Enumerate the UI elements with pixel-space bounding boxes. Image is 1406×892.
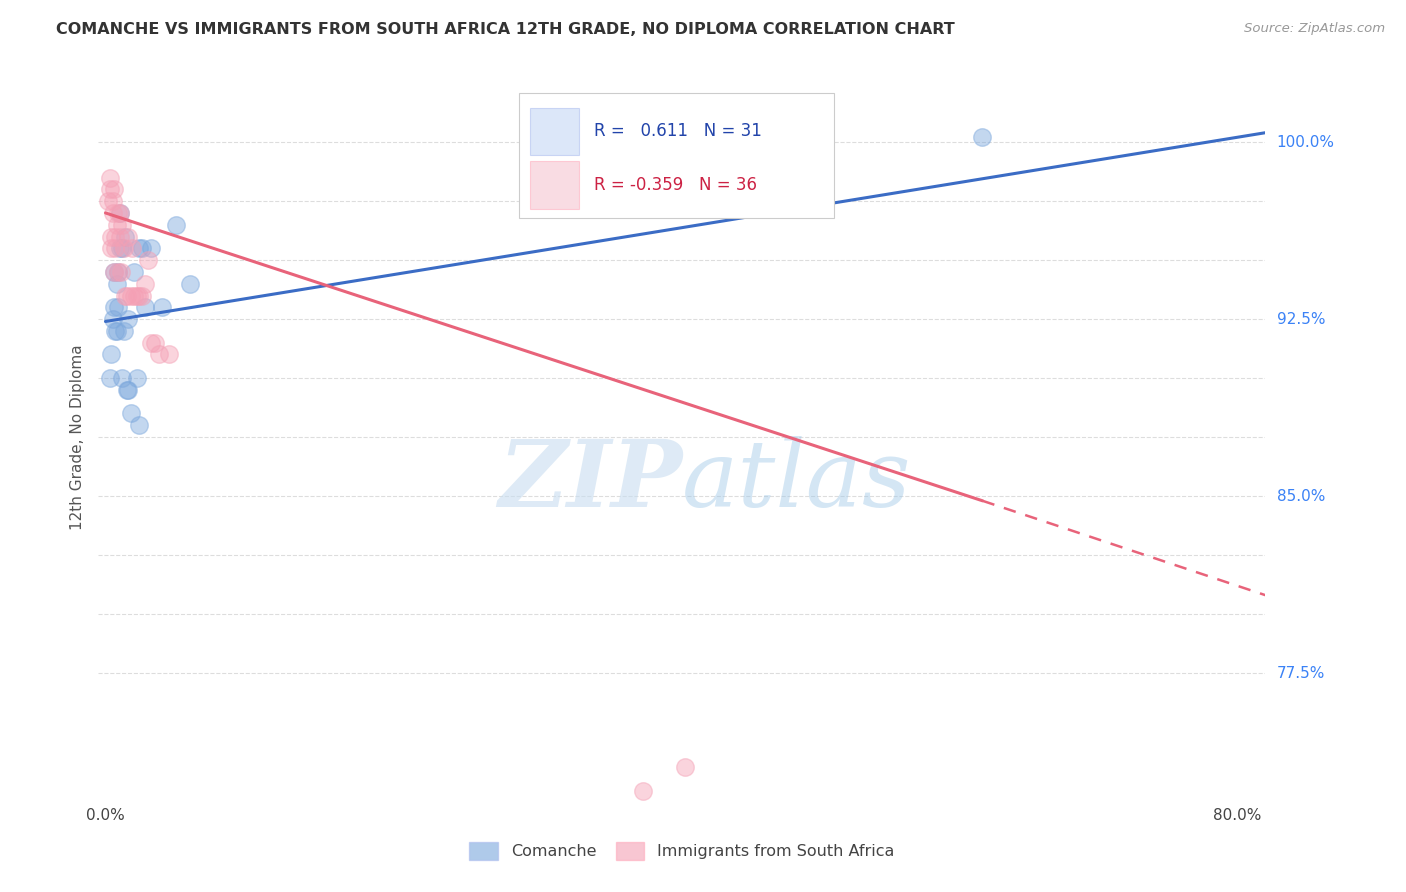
Point	[121, 241, 143, 255]
Point	[120, 288, 142, 302]
Point	[136, 253, 159, 268]
Point	[125, 371, 148, 385]
Point	[107, 206, 129, 220]
Legend: Comanche, Immigrants from South Africa: Comanche, Immigrants from South Africa	[461, 833, 903, 868]
Point	[104, 324, 127, 338]
Point	[675, 760, 697, 774]
Point	[111, 241, 134, 255]
Point	[108, 229, 131, 244]
Point	[134, 277, 156, 291]
Point	[103, 265, 125, 279]
Point	[105, 218, 128, 232]
Point	[128, 288, 150, 302]
Point	[139, 241, 162, 255]
Point	[107, 265, 129, 279]
Point	[105, 324, 128, 338]
Point	[98, 170, 121, 185]
Point	[101, 206, 124, 220]
Point	[104, 241, 127, 255]
Point	[139, 335, 162, 350]
Point	[98, 371, 121, 385]
Text: COMANCHE VS IMMIGRANTS FROM SOUTH AFRICA 12TH GRADE, NO DIPLOMA CORRELATION CHAR: COMANCHE VS IMMIGRANTS FROM SOUTH AFRICA…	[56, 22, 955, 37]
FancyBboxPatch shape	[530, 108, 579, 155]
Point	[98, 182, 121, 196]
Point	[179, 277, 201, 291]
Point	[143, 335, 166, 350]
Point	[103, 301, 125, 315]
Point	[108, 206, 131, 220]
Point	[101, 194, 124, 208]
Point	[115, 383, 138, 397]
Text: 100.0%: 100.0%	[1277, 135, 1334, 150]
Point	[105, 277, 128, 291]
Point	[103, 182, 125, 196]
Point	[131, 288, 153, 302]
Text: atlas: atlas	[682, 436, 911, 526]
Point	[117, 229, 139, 244]
Y-axis label: 12th Grade, No Diploma: 12th Grade, No Diploma	[70, 344, 86, 530]
Point	[114, 288, 136, 302]
Point	[631, 784, 654, 798]
Point	[111, 218, 134, 232]
Point	[100, 241, 122, 255]
Point	[128, 241, 150, 255]
Point	[101, 312, 124, 326]
FancyBboxPatch shape	[519, 94, 834, 218]
Point	[112, 324, 135, 338]
Point	[107, 301, 129, 315]
FancyBboxPatch shape	[530, 161, 579, 209]
Point	[103, 265, 125, 279]
Text: Source: ZipAtlas.com: Source: ZipAtlas.com	[1244, 22, 1385, 36]
Point	[104, 229, 127, 244]
Text: 92.5%: 92.5%	[1277, 311, 1324, 326]
Point	[110, 265, 132, 279]
Point	[972, 130, 994, 145]
Point	[150, 301, 173, 315]
Text: R =   0.611   N = 31: R = 0.611 N = 31	[595, 122, 762, 140]
Point	[131, 241, 153, 255]
Point	[111, 371, 134, 385]
Point	[120, 407, 142, 421]
Point	[125, 288, 148, 302]
Point	[112, 241, 135, 255]
Point	[114, 229, 136, 244]
Point	[100, 347, 122, 361]
Point	[148, 347, 170, 361]
Point	[117, 312, 139, 326]
Point	[108, 241, 131, 255]
Point	[122, 288, 145, 302]
Point	[97, 194, 120, 208]
Point	[134, 301, 156, 315]
Point	[165, 218, 187, 232]
Text: 77.5%: 77.5%	[1277, 665, 1324, 681]
Point	[128, 418, 150, 433]
Point	[107, 265, 129, 279]
Point	[117, 383, 139, 397]
Text: 85.0%: 85.0%	[1277, 489, 1324, 504]
Point	[100, 229, 122, 244]
Text: ZIP: ZIP	[498, 436, 682, 526]
Point	[122, 265, 145, 279]
Text: R = -0.359   N = 36: R = -0.359 N = 36	[595, 176, 758, 194]
Point	[108, 206, 131, 220]
Point	[157, 347, 180, 361]
Point	[115, 288, 138, 302]
